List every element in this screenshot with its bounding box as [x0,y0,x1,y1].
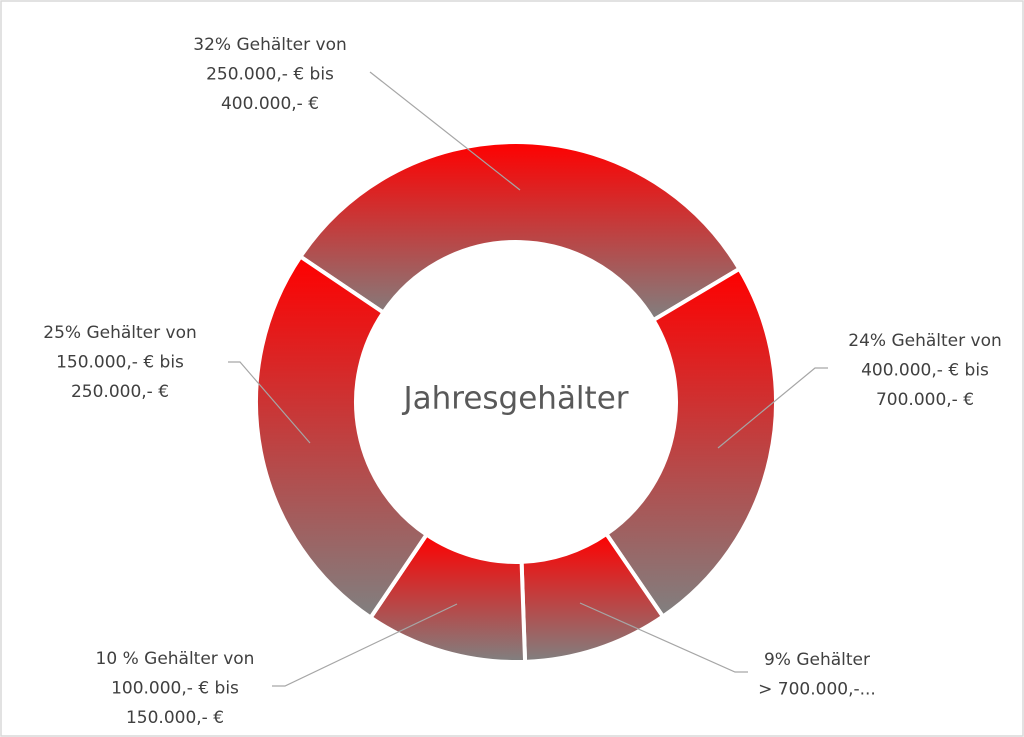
data-label: 150.000,- € bis [56,353,184,373]
data-label: 400.000,- € [221,94,319,114]
data-label: 24% Gehälter von [848,331,1002,351]
donut-segment [297,140,743,323]
data-label: 150.000,- € [126,708,224,728]
donut-segment [603,266,778,620]
chart-title: Jahresgehälter [401,381,628,417]
donut-segment [254,253,430,621]
data-label: > 700.000,-... [758,680,876,700]
leader-line [369,71,521,191]
data-label: 32% Gehälter von [193,35,347,55]
leader-line [579,602,748,673]
data-label: 400.000,- € bis [861,361,989,381]
data-label: 9% Gehälter [764,650,870,670]
data-label: 250.000,- € [71,382,169,402]
leader-line [272,603,458,687]
leader-line [228,361,311,444]
data-label: 10 % Gehälter von [96,649,255,669]
data-label: 25% Gehälter von [43,323,197,343]
leader-line [717,367,828,449]
data-label: 250.000,- € bis [206,65,334,85]
data-label: 100.000,- € bis [111,679,239,699]
data-label: 700.000,- € [876,390,974,410]
